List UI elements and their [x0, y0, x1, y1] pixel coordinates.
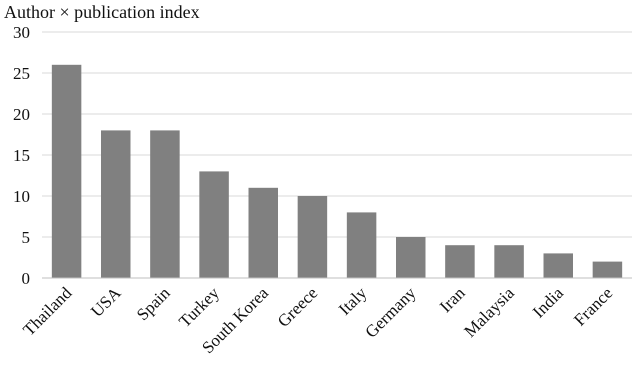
x-tick-label: Turkey	[175, 283, 223, 331]
bars	[51, 64, 623, 278]
x-tick-label: Spain	[133, 283, 174, 324]
x-tick-label: India	[529, 283, 567, 321]
x-tick-label: France	[570, 283, 616, 329]
bar-france	[592, 261, 623, 278]
x-tick-label: Greece	[274, 283, 321, 330]
bar-south-korea	[248, 187, 278, 278]
y-tick-label: 10	[13, 187, 30, 206]
y-tick-label: 30	[13, 23, 30, 42]
bar-turkey	[199, 171, 229, 278]
gridlines	[42, 31, 632, 238]
bar-greece	[297, 196, 328, 278]
bar-malaysia	[494, 245, 524, 278]
x-tick-label: Iran	[436, 283, 469, 316]
y-tick-label: 20	[13, 105, 30, 124]
y-tick-label: 0	[22, 269, 31, 288]
y-axis-label: Author × publication index	[4, 2, 200, 22]
bar-thailand	[51, 64, 82, 278]
x-tick-label: Germany	[361, 283, 420, 342]
y-tick-label: 5	[22, 228, 31, 247]
x-tick-label: USA	[87, 283, 125, 321]
bar-iran	[445, 245, 475, 278]
x-tick-label: Italy	[335, 283, 371, 319]
bar-italy	[346, 212, 377, 278]
bar-usa	[101, 130, 131, 278]
x-tick-label: Thailand	[19, 283, 76, 340]
x-tick-label: Malaysia	[460, 283, 518, 341]
y-tick-label: 25	[13, 64, 30, 83]
bar-spain	[150, 130, 180, 278]
bar-india	[543, 253, 573, 278]
y-tick-label: 15	[13, 146, 30, 165]
bar-germany	[396, 237, 426, 278]
y-tick-labels: 0 5 10 15 20 25 30	[13, 23, 30, 288]
